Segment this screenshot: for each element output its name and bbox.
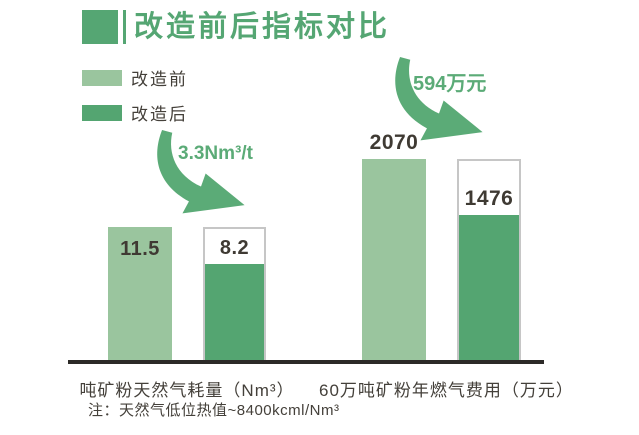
legend-label-after: 改造后: [131, 105, 188, 124]
bar-reduction-gap: 1476: [459, 161, 519, 215]
bar-after-fill-group2: [459, 215, 519, 360]
value-label-before-group1: 11.5: [120, 238, 160, 260]
legend-swatch-before: [82, 69, 122, 86]
bar-before-group1: 11.5: [108, 227, 172, 362]
title-divider: [123, 10, 126, 44]
axis-baseline: [68, 360, 544, 364]
category-label-group1: 吨矿粉天然气耗量（Nm³）: [79, 381, 295, 400]
curved-arrow-icon: [395, 56, 483, 141]
bar-after-fill-group1: [205, 264, 264, 360]
value-label-after-group2: 1476: [464, 187, 514, 210]
chart-header: 改造前后指标对比: [82, 10, 390, 44]
page-title: 改造前后指标对比: [134, 11, 391, 43]
bar-before-group2: 2070: [362, 131, 426, 362]
legend-item-after: 改造后: [82, 100, 188, 125]
legend-label-before: 改造前: [131, 70, 188, 89]
reduction-annotation-group2: 594万元: [413, 73, 487, 95]
legend-item-before: 改造前: [82, 65, 188, 90]
reduction-annotation-group1: 3.3Nm³/t: [178, 143, 253, 164]
bar-after-group1: 8.2: [203, 227, 266, 362]
value-label-before-group2: 2070: [369, 131, 419, 154]
bar-after-group2: 1476: [457, 159, 521, 362]
category-label-group2: 60万吨矿粉年燃气费用（万元）: [319, 381, 574, 400]
value-label-after-group1: 8.2: [219, 237, 250, 259]
legend-swatch-after: [82, 104, 122, 121]
curved-arrow-icon: [157, 129, 245, 214]
chart-note: 注：天然气低位热值~8400kcml/Nm³: [88, 402, 340, 419]
bar-reduction-gap: 8.2: [205, 229, 264, 264]
legend: 改造前 改造后: [82, 65, 188, 135]
title-square-icon: [82, 10, 118, 44]
